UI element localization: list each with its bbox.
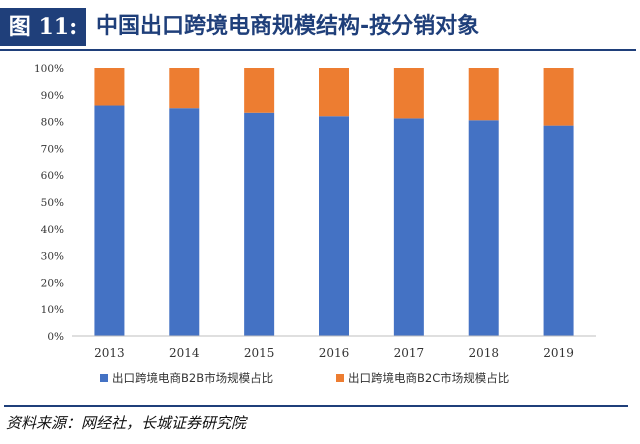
y-tick-label: 0% [47, 331, 64, 343]
bar-b2b [94, 105, 125, 336]
x-tick-label: 2019 [543, 346, 574, 360]
legend-swatch-b2b [100, 374, 108, 382]
bar-b2b [468, 120, 499, 336]
x-tick-label: 2018 [468, 346, 499, 360]
figure-label: 图 11: [0, 8, 86, 46]
stacked-bar-chart: 0%10%20%30%40%50%60%70%80%90%100% 2013 20… [34, 63, 596, 385]
bar-b2c [319, 68, 349, 117]
x-tick-label: 2014 [169, 346, 200, 360]
x-tick-label: 2016 [319, 346, 350, 360]
figure-title: 中国出口跨境电商规模结构-按分销对象 [96, 14, 480, 39]
bar-b2c [468, 68, 499, 121]
y-tick-label: 60% [41, 170, 64, 182]
bar-b2b [244, 112, 275, 336]
y-tick-label: 90% [41, 90, 64, 102]
figure-header: 图 11: 中国出口跨境电商规模结构-按分销对象 [0, 0, 640, 51]
bar-b2b [393, 118, 424, 336]
legend: 出口跨境电商B2B市场规模占比 出口跨境电商B2C市场规模占比 [100, 371, 509, 385]
y-tick-label: 80% [41, 117, 64, 129]
y-tick-label: 40% [41, 224, 64, 236]
bar-b2b [543, 125, 574, 337]
y-tick-label: 30% [41, 251, 64, 263]
y-tick-label: 20% [41, 277, 64, 289]
y-tick-label: 50% [41, 197, 64, 209]
legend-label-b2b: 出口跨境电商B2B市场规模占比 [112, 371, 273, 385]
x-tick-label: 2015 [244, 346, 275, 360]
legend-label-b2c: 出口跨境电商B2C市场规模占比 [348, 371, 509, 385]
legend-swatch-b2c [336, 374, 344, 382]
x-tick-label: 2017 [394, 346, 425, 360]
bar-b2c [94, 68, 125, 106]
bar-b2b [319, 116, 349, 337]
y-tick-label: 10% [41, 304, 64, 316]
bar-b2c [169, 68, 200, 109]
x-axis: 2013 2014 2015 2016 2017 2018 2019 [72, 335, 596, 360]
source-rule [4, 405, 628, 407]
y-tick-label: 70% [41, 143, 64, 155]
bars [94, 68, 574, 337]
y-axis: 0% 10% 20% 30% 40% 50% 60% 70% 80% 90% 100% [34, 63, 64, 343]
bar-b2c [393, 68, 424, 119]
header-rule [0, 49, 636, 51]
bar-b2c [244, 68, 275, 113]
y-tick-label: 100% [34, 63, 64, 75]
bar-b2c [543, 68, 574, 126]
source-note: 资料来源：网经社，长城证券研究院 [6, 414, 247, 432]
bar-b2b [169, 108, 200, 336]
x-tick-label: 2013 [94, 346, 125, 360]
